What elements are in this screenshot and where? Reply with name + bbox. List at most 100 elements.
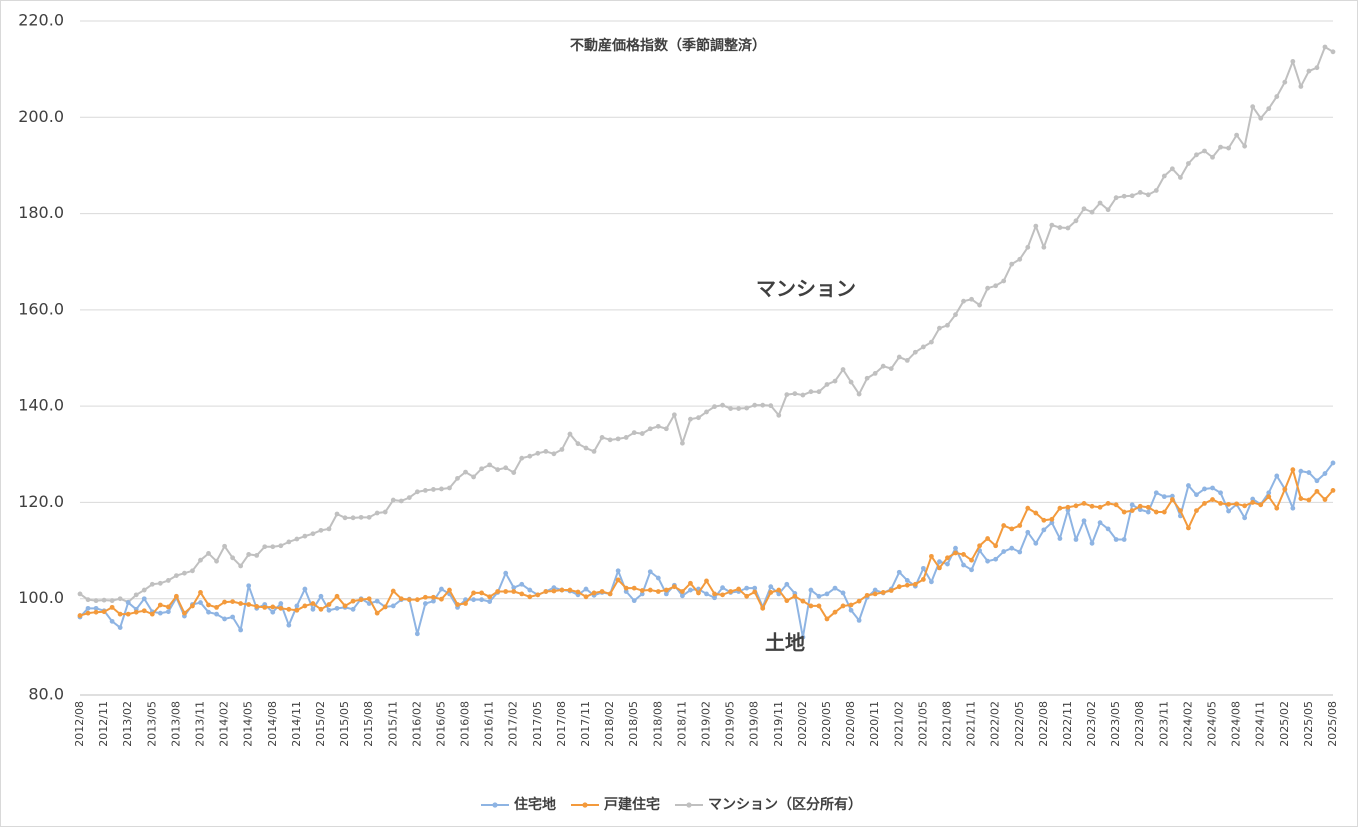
data-point — [1121, 509, 1127, 515]
data-point — [431, 594, 436, 600]
data-point — [1218, 500, 1223, 506]
data-point — [1169, 493, 1175, 499]
legend-item: マンション（区分所有） — [675, 796, 862, 813]
data-point — [382, 509, 388, 515]
data-point — [720, 585, 725, 591]
data-point — [985, 558, 991, 564]
data-point — [912, 349, 918, 355]
data-point — [117, 625, 123, 630]
x-tick-label: 2018/08 — [651, 701, 664, 747]
data-point — [463, 469, 468, 475]
data-point — [856, 391, 862, 397]
data-point — [318, 593, 324, 599]
data-point — [969, 557, 974, 563]
data-point — [1298, 496, 1304, 501]
data-point — [238, 627, 244, 633]
data-point — [993, 283, 999, 289]
data-point — [832, 585, 838, 591]
data-point — [1105, 526, 1111, 532]
data-point — [1218, 490, 1223, 496]
data-point — [398, 596, 404, 602]
data-point — [1089, 540, 1095, 546]
x-tick-label: 2014/11 — [290, 701, 303, 747]
annotation: マンション — [756, 277, 856, 301]
data-point — [125, 600, 131, 605]
data-point — [190, 603, 195, 609]
data-point — [744, 593, 750, 599]
data-point — [182, 610, 187, 616]
data-point — [961, 552, 966, 557]
data-point — [382, 604, 388, 610]
data-point — [631, 585, 637, 591]
data-point — [985, 285, 991, 291]
x-tick-label: 2024/05 — [1206, 701, 1219, 747]
x-tick-label: 2023/11 — [1157, 701, 1170, 747]
data-point — [1153, 188, 1159, 193]
x-tick-label: 2024/08 — [1230, 701, 1243, 747]
data-point — [945, 561, 950, 567]
x-tick-label: 2015/08 — [362, 701, 375, 747]
data-point — [864, 375, 870, 381]
data-point — [1186, 483, 1191, 488]
x-tick-label: 2013/08 — [169, 701, 182, 747]
data-point — [173, 593, 179, 599]
data-point — [808, 587, 814, 593]
data-point — [1049, 520, 1055, 526]
data-point — [551, 451, 557, 457]
data-point — [198, 590, 203, 595]
data-point — [342, 515, 348, 521]
data-point — [768, 403, 774, 409]
data-point — [519, 591, 525, 597]
data-point — [1194, 492, 1199, 498]
data-point — [832, 609, 838, 615]
data-point — [639, 591, 645, 597]
data-point — [519, 455, 525, 461]
data-point — [1081, 518, 1087, 524]
data-point — [920, 565, 926, 571]
data-point — [1242, 503, 1248, 509]
data-point — [953, 550, 958, 556]
data-point — [1145, 192, 1151, 198]
x-tick-label: 2020/08 — [844, 701, 857, 747]
data-point — [93, 605, 99, 611]
data-point — [816, 603, 822, 609]
data-point — [390, 588, 396, 594]
data-point — [969, 567, 974, 573]
data-point — [238, 601, 244, 606]
data-point — [262, 544, 268, 550]
data-point — [374, 610, 380, 616]
data-point — [278, 601, 284, 606]
data-point — [294, 603, 300, 609]
data-point — [471, 474, 476, 480]
data-point — [1186, 161, 1191, 166]
data-point — [1258, 502, 1264, 508]
data-point — [141, 608, 147, 614]
data-point — [1161, 509, 1167, 515]
data-point — [125, 611, 131, 617]
x-tick-label: 2014/08 — [266, 701, 279, 747]
legend-marker — [582, 802, 588, 808]
x-tick-label: 2017/02 — [507, 701, 520, 747]
data-point — [615, 568, 621, 574]
data-point — [1242, 143, 1248, 149]
data-point — [1025, 505, 1031, 511]
data-point — [182, 570, 187, 576]
data-point — [326, 602, 332, 607]
data-point — [1250, 500, 1256, 505]
data-point — [928, 579, 934, 585]
x-tick-label: 2022/08 — [1037, 701, 1050, 747]
data-point — [511, 470, 517, 475]
data-point — [752, 589, 758, 595]
data-point — [1033, 510, 1039, 516]
data-point — [937, 325, 942, 331]
data-point — [776, 412, 782, 418]
data-point — [993, 556, 999, 562]
data-point — [1009, 545, 1015, 551]
data-point — [198, 600, 203, 605]
x-tick-label: 2021/05 — [916, 701, 929, 747]
data-point — [1226, 501, 1231, 507]
data-point — [326, 607, 332, 613]
data-point — [165, 604, 171, 610]
data-point — [358, 597, 364, 603]
data-point — [254, 604, 260, 609]
